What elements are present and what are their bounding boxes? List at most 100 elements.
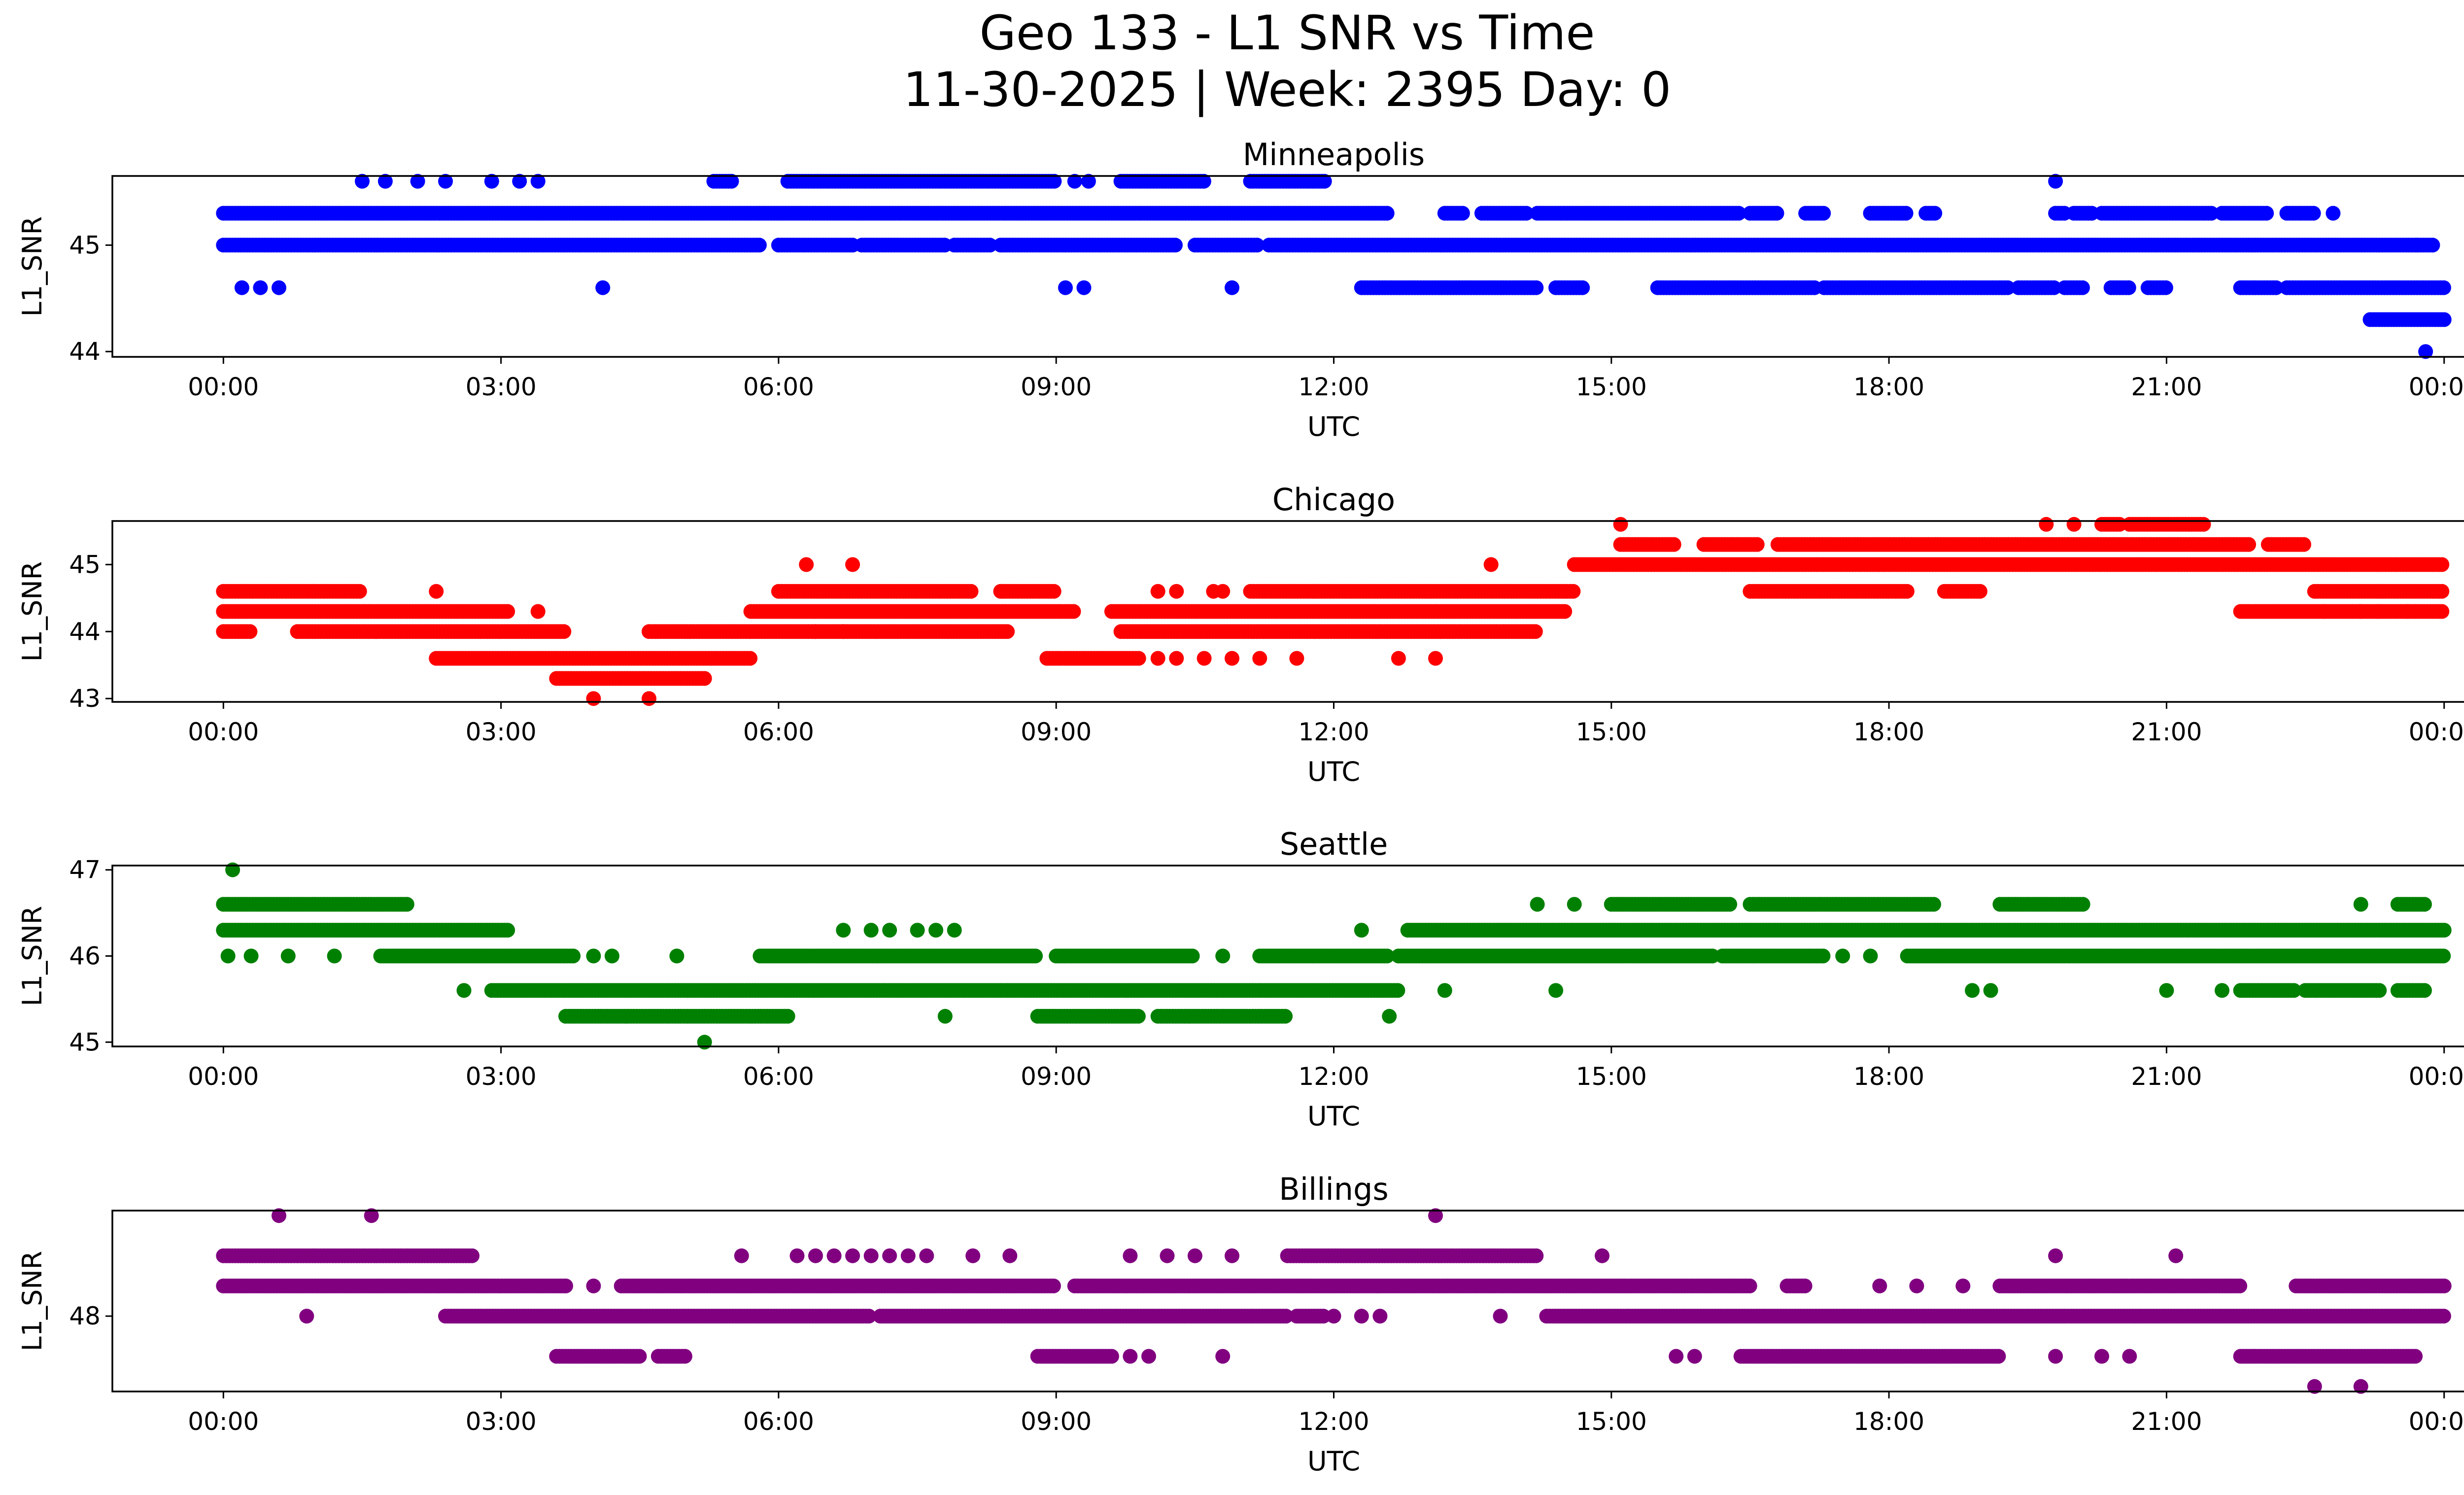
x-tick-label: 12:00 bbox=[1298, 373, 1369, 401]
x-axis-label: UTC bbox=[1307, 411, 1360, 442]
data-point bbox=[1519, 206, 1534, 221]
data-point bbox=[2047, 280, 2062, 295]
data-point bbox=[1215, 584, 1231, 599]
data-point bbox=[1898, 206, 1914, 221]
x-tick-label: 15:00 bbox=[1576, 373, 1647, 401]
y-tick-label: 45 bbox=[69, 231, 101, 259]
data-point bbox=[752, 238, 767, 253]
x-tick-label: 03:00 bbox=[466, 373, 537, 401]
data-point bbox=[1150, 584, 1165, 599]
data-point bbox=[530, 604, 546, 619]
series-minneapolis bbox=[216, 174, 2452, 359]
data-point bbox=[2158, 280, 2173, 295]
data-point bbox=[1566, 584, 1581, 599]
data-point bbox=[2434, 584, 2450, 599]
data-point bbox=[1749, 537, 1765, 552]
data-point bbox=[1169, 651, 1184, 666]
data-point bbox=[1557, 604, 1573, 619]
y-tick-label: 44 bbox=[69, 617, 101, 646]
data-point bbox=[2436, 923, 2452, 938]
y-tick-label: 44 bbox=[69, 337, 101, 366]
x-tick-label: 18:00 bbox=[1853, 373, 1924, 401]
data-point bbox=[2000, 280, 2016, 295]
data-point bbox=[1528, 624, 1543, 639]
data-point bbox=[2434, 604, 2450, 619]
data-point bbox=[2204, 206, 2219, 221]
data-point bbox=[500, 923, 515, 938]
data-point bbox=[1483, 557, 1499, 572]
data-point bbox=[2372, 604, 2387, 619]
data-point bbox=[1379, 206, 1395, 221]
data-point bbox=[2436, 280, 2451, 295]
data-point bbox=[2409, 238, 2424, 253]
data-point bbox=[1197, 651, 1212, 666]
data-point bbox=[242, 624, 258, 639]
data-point bbox=[697, 671, 712, 686]
data-point bbox=[642, 691, 656, 706]
figure-title-line2: 11-30-2025 | Week: 2395 Day: 0 bbox=[903, 62, 1672, 118]
subplot-title: Minneapolis bbox=[1243, 137, 1425, 173]
data-point bbox=[1926, 897, 1941, 912]
x-tick-label: 06:00 bbox=[743, 373, 814, 401]
data-point bbox=[1028, 948, 1043, 964]
data-point bbox=[1000, 624, 1015, 639]
data-point bbox=[1289, 651, 1304, 666]
x-tick-label: 06:00 bbox=[743, 718, 814, 746]
data-point bbox=[1150, 651, 1165, 666]
plot-frame bbox=[111, 175, 2464, 358]
y-tick-label: 45 bbox=[69, 550, 101, 579]
data-point bbox=[743, 651, 758, 666]
data-point bbox=[1899, 584, 1915, 599]
y-axis-label: L1_SNR bbox=[17, 561, 48, 662]
data-point bbox=[234, 280, 249, 295]
x-tick-label: 00:00 bbox=[188, 718, 259, 746]
data-point bbox=[2436, 312, 2452, 327]
data-point bbox=[808, 624, 823, 639]
data-point bbox=[253, 280, 268, 295]
data-point bbox=[1731, 206, 1746, 221]
data-point bbox=[1066, 604, 1081, 619]
data-point bbox=[272, 280, 286, 295]
x-tick-label: 12:00 bbox=[1298, 718, 1369, 746]
data-point bbox=[845, 557, 860, 572]
data-point bbox=[556, 624, 572, 639]
x-axis-label: UTC bbox=[1307, 756, 1360, 787]
data-point bbox=[1250, 238, 1265, 253]
data-point bbox=[1575, 280, 1590, 295]
x-tick-label: 09:00 bbox=[1021, 373, 1092, 401]
subplot-title: Seattle bbox=[1280, 826, 1388, 862]
data-point bbox=[2121, 280, 2136, 295]
data-point bbox=[799, 557, 814, 572]
x-tick-label: 03:00 bbox=[466, 718, 537, 746]
data-point bbox=[2259, 206, 2274, 221]
data-point bbox=[1529, 280, 1544, 295]
data-point bbox=[1722, 897, 1738, 912]
data-point bbox=[1076, 280, 1092, 295]
x-tick-label: 00:00 bbox=[2409, 718, 2464, 746]
data-point bbox=[586, 691, 601, 706]
data-point bbox=[566, 948, 581, 964]
data-point bbox=[2066, 517, 2082, 532]
data-point bbox=[1131, 651, 1146, 666]
data-point bbox=[2316, 604, 2331, 619]
data-point bbox=[1391, 651, 1406, 666]
data-point bbox=[1168, 238, 1183, 253]
data-point bbox=[595, 280, 611, 295]
data-point bbox=[1046, 584, 1061, 599]
data-point bbox=[2306, 206, 2321, 221]
data-point bbox=[1428, 651, 1443, 666]
data-point bbox=[2425, 238, 2440, 253]
data-point bbox=[1169, 584, 1184, 599]
data-point bbox=[1927, 206, 1943, 221]
x-tick-label: 15:00 bbox=[1576, 718, 1647, 746]
data-point bbox=[2326, 206, 2341, 221]
data-point bbox=[2399, 604, 2415, 619]
data-point bbox=[1185, 948, 1200, 964]
data-point bbox=[1815, 948, 1831, 964]
figure-title-line1: Geo 133 - L1 SNR vs Time bbox=[980, 5, 1595, 61]
data-point bbox=[2353, 604, 2368, 619]
x-tick-label: 21:00 bbox=[2131, 373, 2202, 401]
